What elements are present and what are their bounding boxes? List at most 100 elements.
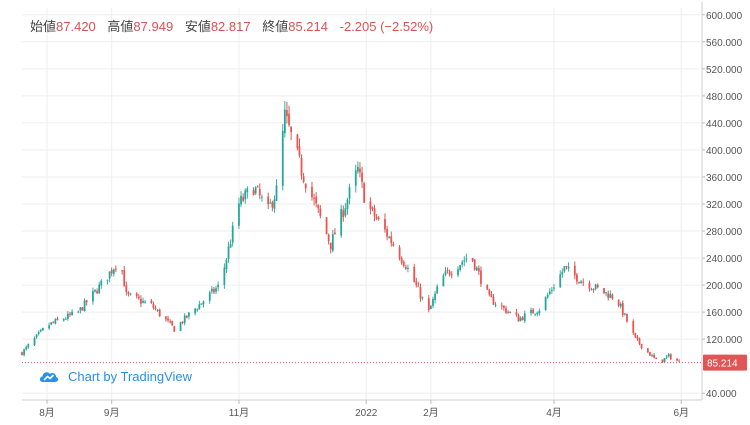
candle-body	[348, 187, 351, 199]
candle-body	[129, 293, 132, 295]
candle-body	[325, 217, 328, 235]
y-tick-label: 480.000	[706, 92, 743, 103]
open-label: 始値	[30, 19, 57, 34]
candle-body	[81, 307, 84, 311]
candle-body	[446, 269, 449, 271]
x-tick-label: 6月	[673, 407, 689, 419]
candle-body	[187, 312, 190, 317]
open-value: 87.420	[56, 19, 96, 34]
candle-body	[444, 271, 447, 275]
candle-body	[371, 207, 374, 209]
candle-body	[567, 266, 570, 269]
low-label: 安値	[184, 19, 211, 34]
candle-body	[609, 293, 612, 298]
candle-body	[676, 358, 678, 361]
candle-body	[626, 313, 628, 322]
candle-body	[66, 313, 69, 319]
candle-body	[154, 307, 157, 310]
candle-body	[286, 110, 288, 117]
candle-body	[619, 303, 622, 307]
candle-body	[373, 208, 376, 217]
high-value: 87.949	[133, 19, 174, 34]
candle-body	[505, 308, 507, 313]
tradingview-watermark[interactable]: Chart by TradingView	[38, 368, 192, 384]
candle-body	[636, 336, 639, 339]
candle-body	[436, 286, 439, 294]
candle-body	[450, 274, 453, 276]
candle-body	[208, 292, 211, 301]
candle-body	[96, 290, 99, 294]
candle-body	[432, 298, 434, 306]
candle-body	[334, 232, 336, 235]
y-tick-label: 120.000	[706, 335, 743, 346]
candle-body	[442, 275, 445, 287]
candle-body	[475, 267, 478, 271]
candle-body	[427, 298, 430, 311]
candle-body	[112, 269, 115, 274]
candle-body	[181, 321, 184, 323]
candle-body	[315, 196, 318, 204]
candle-body	[404, 266, 407, 269]
candle-body	[106, 279, 109, 281]
candle-body	[667, 354, 670, 357]
candle-body	[254, 187, 257, 194]
y-tick-label: 160.000	[706, 308, 743, 319]
low-value: 82.817	[210, 19, 251, 34]
candle-body	[407, 267, 409, 269]
candle-body	[561, 271, 564, 275]
candle-body	[39, 329, 42, 332]
candle-body	[194, 308, 197, 314]
watermark-text: Chart by TradingView	[68, 368, 193, 384]
candle-body	[340, 208, 343, 236]
candle-body	[363, 183, 366, 203]
candle-body	[100, 280, 103, 286]
candle-body	[213, 288, 215, 293]
candle-body	[390, 236, 393, 244]
candle-body	[23, 349, 25, 356]
candle-body	[300, 158, 303, 176]
candle-body	[173, 326, 176, 332]
candle-body	[519, 317, 522, 321]
candle-body	[298, 146, 301, 156]
candle-body	[565, 265, 568, 267]
candle-body	[653, 354, 656, 358]
candle-body	[421, 297, 424, 299]
candle-body	[459, 265, 461, 270]
candle-body	[135, 293, 138, 297]
candle-body	[225, 259, 228, 270]
candle-body	[79, 307, 82, 311]
candle-body	[48, 325, 51, 329]
candle-body	[311, 186, 313, 198]
candle-body	[417, 285, 420, 287]
candle-body	[649, 352, 651, 356]
candle-body	[25, 346, 28, 350]
x-tick-label: 8月	[39, 407, 55, 419]
candle-body	[463, 260, 466, 262]
candle-body	[434, 293, 436, 301]
candle-body	[94, 289, 96, 292]
candle-body	[388, 236, 391, 239]
candle-body	[238, 203, 240, 226]
candle-body	[492, 296, 495, 305]
candle-body	[137, 296, 140, 299]
candle-body	[402, 261, 405, 266]
candle-body	[185, 315, 188, 318]
candle-body	[580, 281, 582, 284]
x-tick-label: 2月	[423, 407, 439, 419]
candle-body	[54, 319, 57, 324]
candle-body	[419, 286, 422, 299]
y-tick-label: 240.000	[706, 254, 743, 265]
candle-body	[471, 258, 474, 261]
candle-body	[550, 289, 553, 291]
candle-body	[223, 267, 226, 285]
candle-body	[296, 134, 299, 149]
candle-body	[530, 309, 532, 314]
candle-body	[465, 258, 468, 260]
close-value: 85.214	[288, 19, 328, 34]
candle-body	[242, 197, 245, 201]
candle-body	[573, 265, 576, 276]
candle-body	[375, 217, 378, 219]
high-label: 高値	[107, 19, 134, 34]
